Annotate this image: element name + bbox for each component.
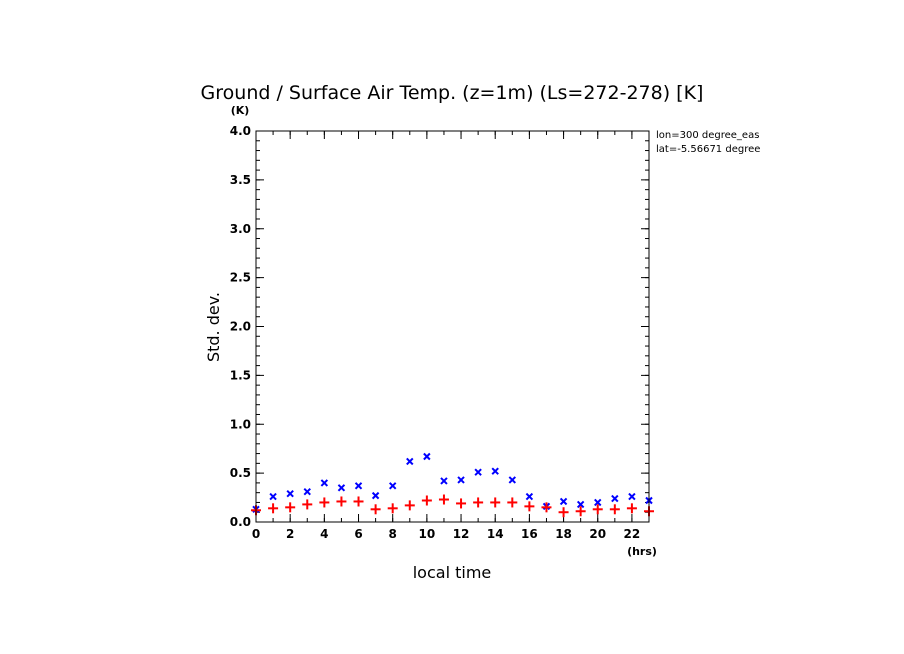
x-tick-label: 20 (589, 527, 606, 541)
data-point-plus-marker (387, 503, 398, 514)
x-tick-label: 2 (286, 527, 294, 541)
x-tick-label: 10 (419, 527, 436, 541)
x-tick-label: 16 (521, 527, 538, 541)
x-tick-label: 14 (487, 527, 504, 541)
y-tick-label: 2.5 (230, 271, 251, 285)
y-tick-label: 3.0 (230, 222, 251, 236)
data-point-x-marker (388, 482, 397, 490)
data-point-plus-marker (421, 495, 432, 506)
data-point-plus-marker (302, 499, 313, 510)
chart-title: Ground / Surface Air Temp. (z=1m) (Ls=27… (201, 82, 704, 104)
y-tick-label: 4.0 (230, 124, 251, 138)
data-point-x-marker (457, 476, 465, 484)
x-tick-label: 6 (354, 527, 362, 541)
data-point-x-marker (371, 491, 380, 500)
data-point-x-marker (576, 500, 585, 509)
data-point-x-marker (611, 494, 619, 503)
data-point-plus-marker (438, 494, 449, 505)
data-point-plus-marker (507, 497, 518, 508)
y-tick-label: 2.0 (230, 320, 251, 334)
data-point-x-marker (474, 468, 482, 476)
data-point-x-marker (354, 482, 363, 490)
annotation-lat: lat=-5.56671 degree (656, 144, 760, 155)
x-axis-unit: (hrs) (627, 545, 657, 558)
y-axis-unit: (K) (231, 104, 250, 117)
x-axis-title: local time (413, 563, 492, 582)
data-point-x-marker (628, 492, 636, 501)
data-point-plus-marker (558, 507, 569, 518)
x-tick-label: 0 (252, 527, 260, 541)
y-tick-label: 1.5 (230, 368, 251, 382)
data-point-plus-marker (319, 497, 330, 508)
data-point-x-marker (303, 487, 311, 496)
data-point-plus-marker (473, 497, 484, 508)
data-point-x-marker (508, 476, 517, 484)
data-point-plus-marker (370, 504, 381, 515)
y-tick-label: 1.0 (230, 417, 251, 431)
y-tick-label: 0.5 (230, 466, 251, 480)
data-point-plus-marker (592, 504, 603, 515)
data-point-x-marker (269, 492, 277, 501)
data-point-x-marker (320, 479, 329, 487)
data-point-plus-marker (541, 502, 552, 513)
data-point-x-marker (594, 498, 602, 507)
data-point-plus-marker (609, 504, 620, 515)
data-point-x-marker (406, 457, 414, 466)
x-tick-label: 22 (624, 527, 641, 541)
data-point-plus-marker (575, 506, 586, 517)
data-point-plus-marker (336, 496, 347, 507)
data-point-x-marker (337, 484, 346, 492)
data-point-x-marker (559, 497, 568, 506)
data-point-plus-marker (404, 500, 415, 511)
y-tick-label: 0.0 (230, 515, 251, 529)
x-tick-label: 8 (389, 527, 397, 541)
annotation-lon: lon=300 degree_eas (656, 130, 759, 141)
data-point-plus-marker (285, 502, 296, 513)
data-point-plus-marker (626, 503, 637, 514)
data-point-x-marker (440, 477, 448, 485)
data-point-plus-marker (456, 498, 467, 509)
y-axis-title: Std. dev. (204, 292, 223, 362)
data-point-x-marker (491, 467, 499, 475)
x-tick-label: 4 (320, 527, 328, 541)
plot-frame (255, 130, 650, 523)
data-point-plus-marker (353, 496, 364, 507)
data-point-plus-marker (490, 497, 501, 508)
x-tick-label: 12 (453, 527, 470, 541)
data-point-plus-marker (268, 503, 279, 514)
data-point-x-marker (525, 492, 534, 501)
y-tick-label: 3.5 (230, 173, 251, 187)
data-point-plus-marker (524, 501, 535, 512)
data-point-x-marker (423, 452, 431, 461)
x-tick-label: 18 (555, 527, 572, 541)
data-point-x-marker (286, 489, 294, 498)
axes: 0.0 0.5 1.0 1.5 2.0 2.5 3.0 3.5 4.0 0 2 4 6 8 10 12 14 16… (230, 124, 650, 541)
